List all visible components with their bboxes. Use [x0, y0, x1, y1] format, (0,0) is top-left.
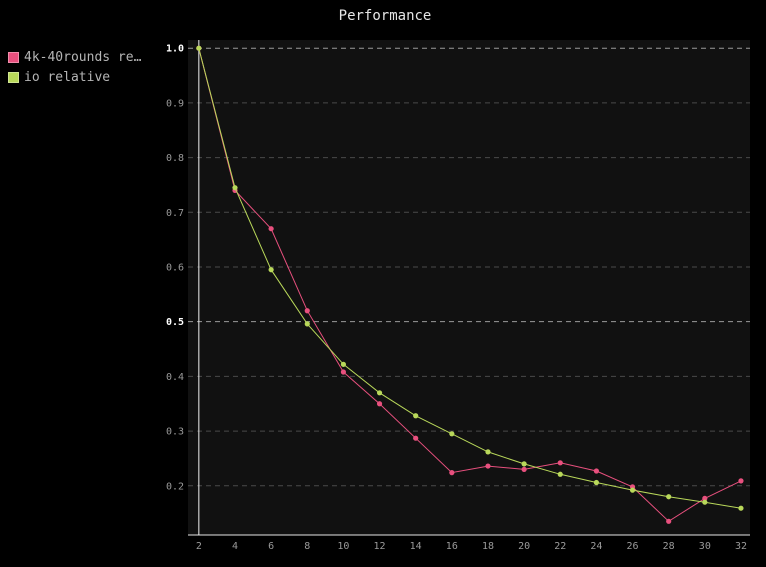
data-point [702, 495, 708, 501]
x-tick-label: 28 [663, 541, 675, 552]
data-point [557, 471, 563, 477]
x-tick-label: 22 [554, 541, 566, 552]
y-tick-label: 0.7 [166, 208, 184, 219]
x-tick-label: 24 [590, 541, 602, 552]
data-point [702, 499, 708, 505]
data-point [196, 45, 202, 51]
x-tick-label: 20 [518, 541, 530, 552]
data-point [666, 518, 672, 524]
y-tick-label: 0.4 [166, 372, 184, 383]
data-point [485, 463, 491, 469]
x-tick-label: 18 [482, 541, 494, 552]
data-point [449, 470, 455, 476]
y-tick-label: 0.8 [166, 153, 184, 164]
y-tick-label: 0.9 [166, 98, 184, 109]
y-tick-label: 0.5 [166, 317, 184, 328]
y-tick-label: 1.0 [166, 44, 184, 55]
x-tick-label: 14 [410, 541, 422, 552]
series-line-2 [198, 48, 742, 509]
series-layer [196, 45, 744, 524]
data-point [738, 478, 744, 484]
data-point [666, 494, 672, 500]
chart-title: Performance [339, 8, 432, 24]
data-point [449, 431, 455, 437]
data-point [413, 413, 419, 419]
x-tick-label: 32 [735, 541, 747, 552]
data-point [593, 468, 599, 474]
data-point [304, 308, 310, 314]
axes: 1.00.90.80.70.60.50.40.30.22 4 6 8 10 12 14 16 1… [166, 40, 750, 552]
legend-swatch-series-1 [8, 51, 19, 63]
grid-lines [188, 47, 750, 487]
legend-label-series-1: 4k-40rounds re… [24, 49, 142, 65]
data-point [304, 321, 310, 327]
y-tick-label: 0.6 [166, 262, 184, 273]
y-tick-label: 0.2 [166, 481, 184, 492]
data-point [485, 449, 491, 455]
data-point [268, 226, 274, 232]
data-point [376, 390, 383, 396]
data-point [557, 460, 563, 466]
x-tick-label: 26 [627, 541, 639, 552]
data-point [629, 487, 636, 493]
x-tick-label: 16 [446, 541, 458, 552]
x-tick-label: 30 [699, 541, 711, 552]
data-point [268, 267, 274, 273]
x-tick-label: 10 [337, 541, 349, 552]
legend-item-series-2[interactable]: io relative [8, 67, 141, 87]
legend-swatch-series-2 [8, 71, 19, 83]
data-point [340, 369, 347, 375]
data-point [521, 461, 527, 467]
y-tick-label: 0.3 [166, 427, 184, 438]
legend: 4k-40rounds re… io relative [8, 47, 141, 87]
x-tick-label: 8 [304, 541, 310, 552]
data-point [232, 185, 238, 191]
data-point [738, 505, 744, 511]
data-point [413, 435, 419, 441]
data-point [376, 401, 383, 407]
x-tick-label: 4 [232, 541, 238, 552]
x-tick-label: 12 [374, 541, 386, 552]
data-point [593, 479, 599, 486]
plot-background [188, 40, 750, 535]
x-tick-label: 2 [196, 541, 202, 552]
data-point [340, 361, 347, 367]
series-line-1 [198, 48, 742, 522]
legend-item-series-1[interactable]: 4k-40rounds re… [8, 47, 141, 67]
legend-label-series-2: io relative [24, 69, 111, 85]
x-tick-label: 6 [268, 541, 274, 552]
data-point [521, 466, 527, 472]
